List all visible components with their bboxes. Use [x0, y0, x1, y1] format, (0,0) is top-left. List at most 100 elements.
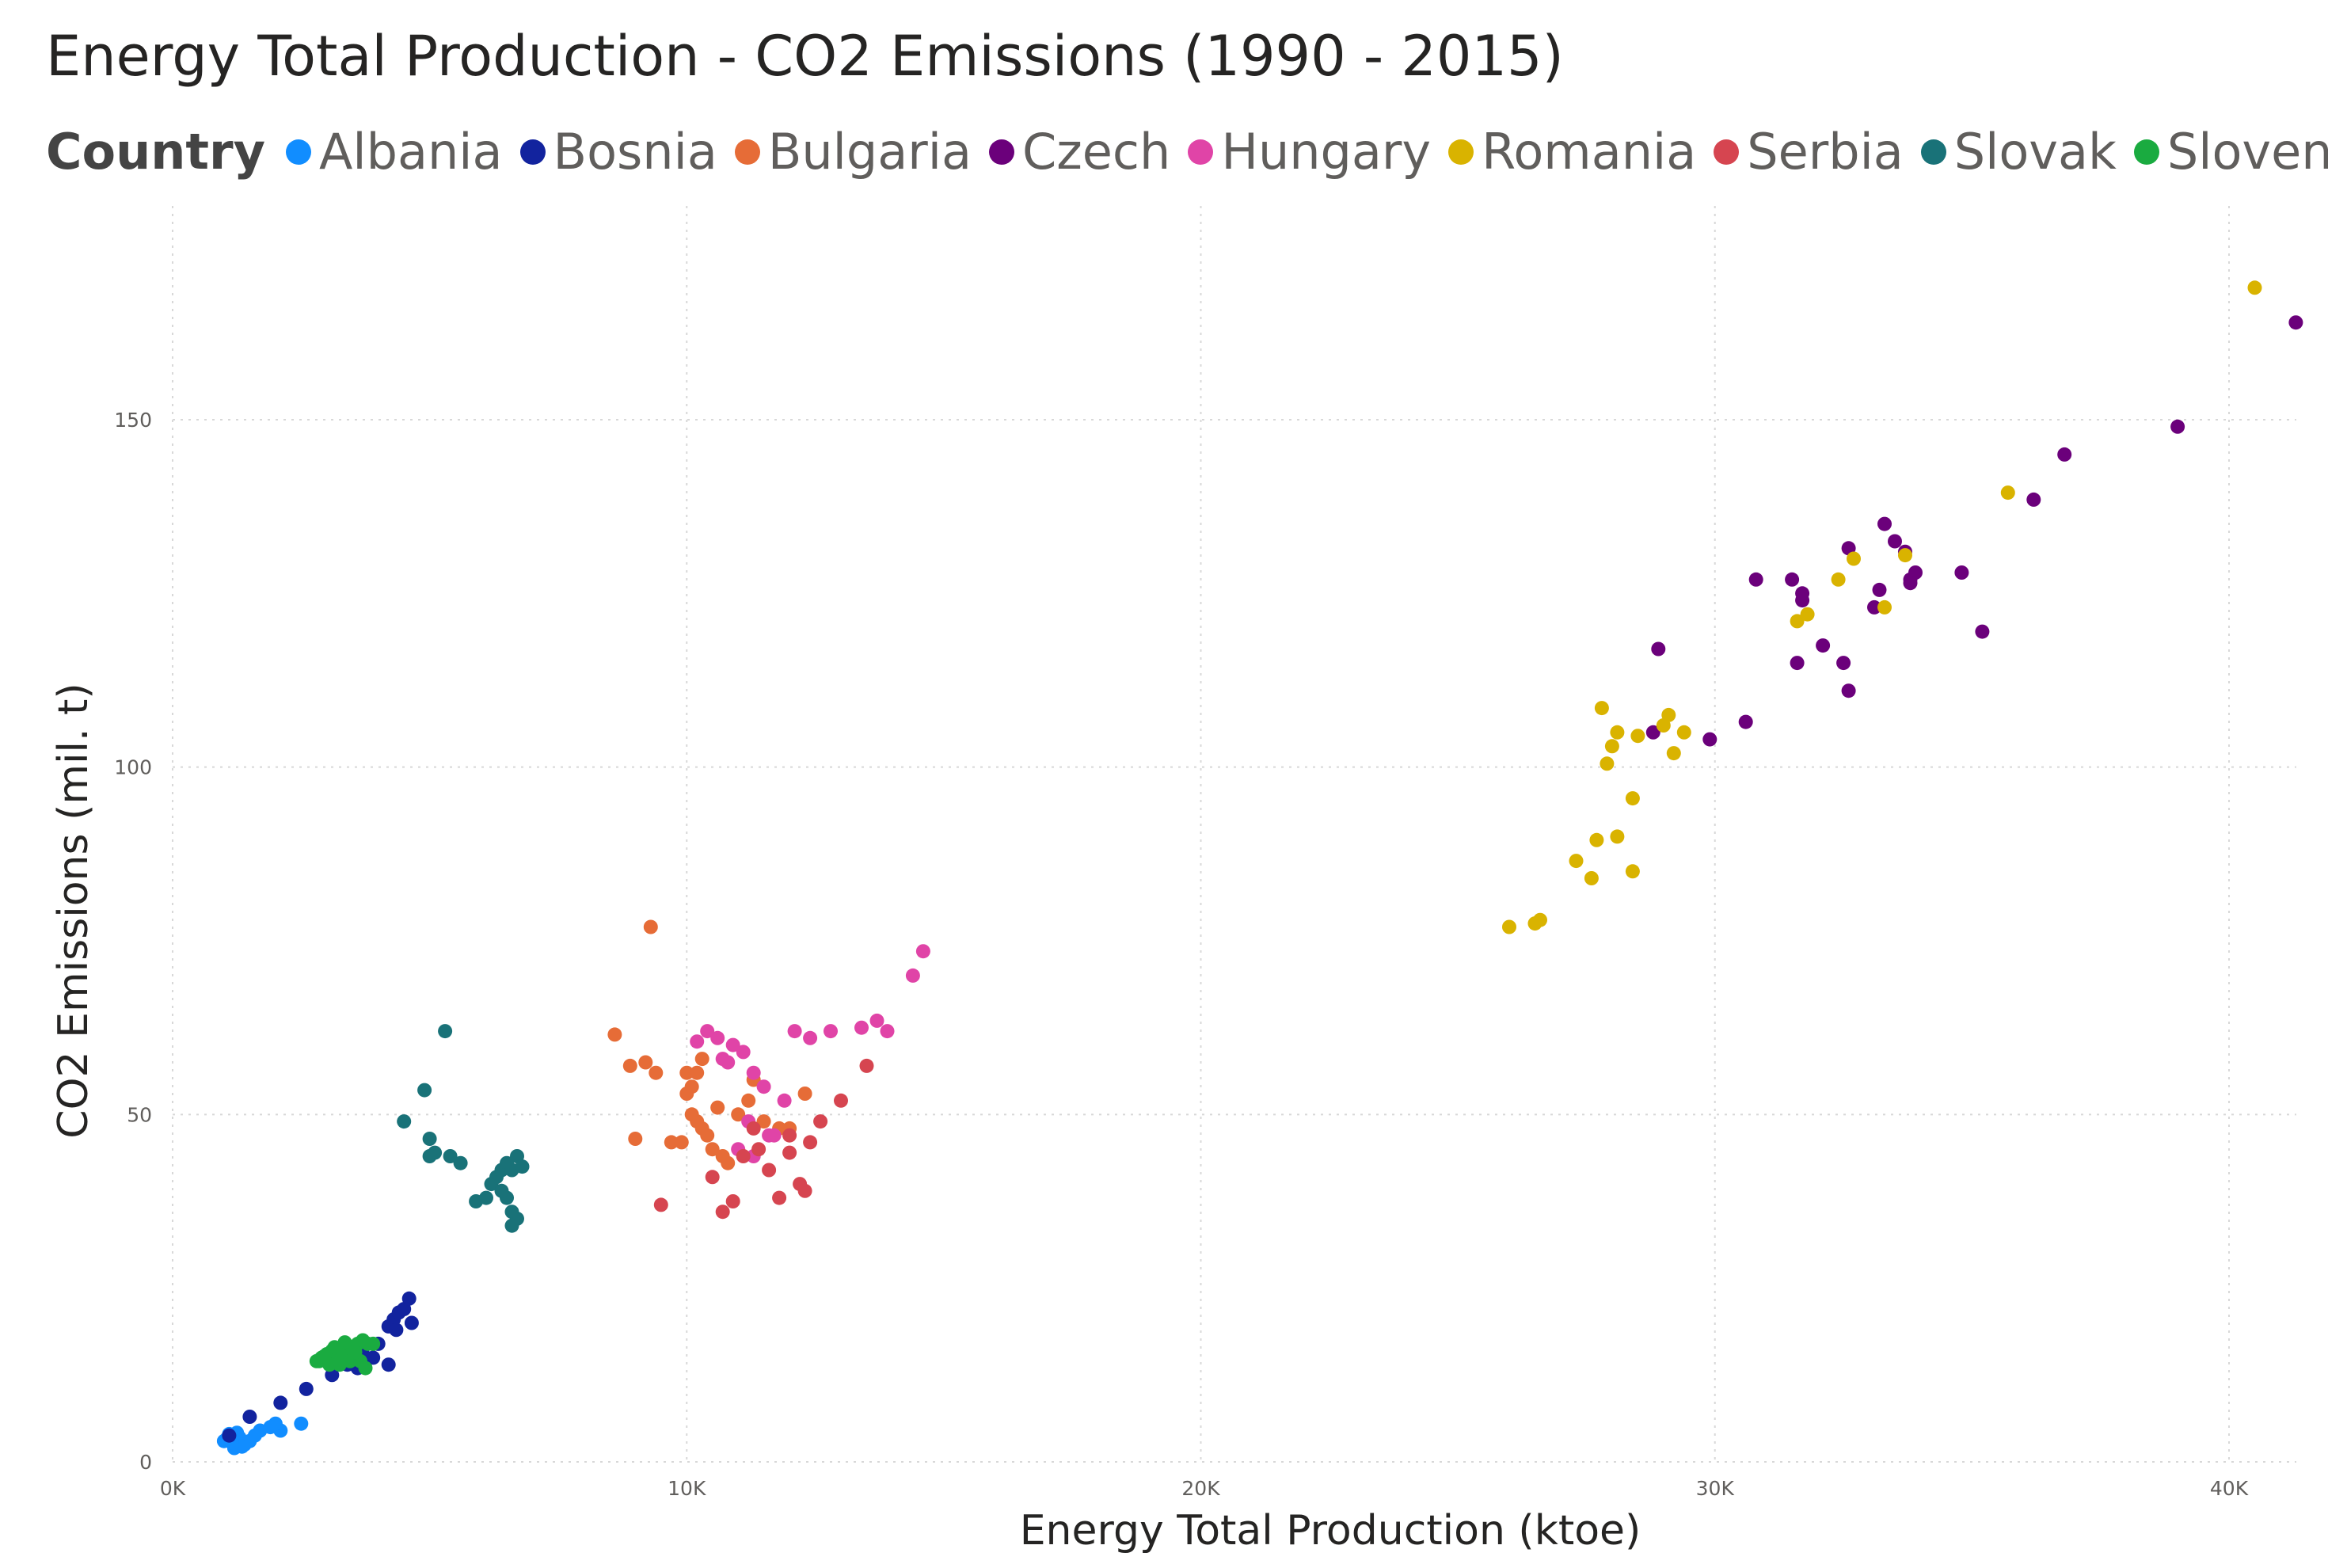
data-point[interactable] — [803, 1030, 818, 1045]
data-point[interactable] — [479, 1190, 493, 1205]
data-point[interactable] — [389, 1323, 404, 1338]
data-point[interactable] — [772, 1190, 787, 1205]
data-point[interactable] — [1836, 656, 1851, 671]
data-point[interactable] — [1594, 701, 1609, 716]
data-point[interactable] — [705, 1170, 720, 1185]
data-point[interactable] — [294, 1416, 309, 1431]
data-point[interactable] — [2170, 419, 2185, 434]
legend-item-serbia[interactable]: Serbia — [1714, 123, 1904, 181]
data-point[interactable] — [1610, 829, 1625, 844]
data-point[interactable] — [1625, 864, 1640, 879]
data-point[interactable] — [638, 1055, 653, 1070]
data-point[interactable] — [690, 1065, 705, 1080]
data-point[interactable] — [797, 1183, 812, 1198]
data-point[interactable] — [854, 1020, 869, 1035]
data-point[interactable] — [684, 1079, 699, 1094]
data-point[interactable] — [268, 1416, 283, 1431]
data-point[interactable] — [674, 1135, 689, 1150]
data-point[interactable] — [628, 1132, 643, 1146]
data-point[interactable] — [401, 1291, 417, 1306]
data-point[interactable] — [1600, 756, 1615, 771]
data-point[interactable] — [705, 1142, 720, 1157]
data-point[interactable] — [2247, 280, 2262, 295]
data-point[interactable] — [1645, 725, 1660, 740]
data-point[interactable] — [803, 1135, 818, 1150]
data-point[interactable] — [2026, 492, 2041, 507]
data-point[interactable] — [1738, 714, 1753, 729]
data-point[interactable] — [756, 1114, 771, 1129]
data-point[interactable] — [746, 1121, 761, 1136]
data-point[interactable] — [1795, 586, 1810, 601]
data-point[interactable] — [869, 1013, 884, 1028]
data-point[interactable] — [1867, 599, 1881, 615]
legend-item-hungary[interactable]: Hungary — [1188, 123, 1431, 181]
data-point[interactable] — [1604, 739, 1619, 754]
data-point[interactable] — [1790, 614, 1805, 629]
data-point[interactable] — [1888, 534, 1902, 549]
data-point[interactable] — [358, 1361, 373, 1376]
data-point[interactable] — [515, 1159, 530, 1174]
data-point[interactable] — [504, 1218, 519, 1233]
data-point[interactable] — [715, 1205, 730, 1220]
data-point[interactable] — [751, 1142, 766, 1157]
data-point[interactable] — [859, 1058, 874, 1073]
data-point[interactable] — [1610, 725, 1625, 740]
data-point[interactable] — [710, 1030, 725, 1045]
data-point[interactable] — [787, 1024, 802, 1039]
data-point[interactable] — [247, 1428, 262, 1443]
data-point[interactable] — [422, 1132, 437, 1146]
data-point[interactable] — [1816, 638, 1831, 653]
legend-item-slovak[interactable]: Slovak — [1920, 123, 2117, 181]
data-point[interactable] — [700, 1128, 715, 1143]
data-point[interactable] — [1841, 683, 1856, 698]
data-point[interactable] — [1847, 551, 1861, 566]
data-point[interactable] — [746, 1065, 761, 1080]
data-point[interactable] — [1954, 565, 1969, 580]
data-point[interactable] — [317, 1349, 332, 1364]
data-point[interactable] — [2288, 315, 2303, 330]
data-point[interactable] — [721, 1055, 736, 1070]
data-point[interactable] — [1785, 572, 1800, 587]
data-point[interactable] — [438, 1024, 453, 1039]
data-point[interactable] — [782, 1145, 797, 1160]
data-point[interactable] — [762, 1163, 777, 1178]
data-point[interactable] — [664, 1135, 679, 1150]
data-point[interactable] — [782, 1128, 797, 1143]
data-point[interactable] — [731, 1107, 746, 1122]
data-point[interactable] — [694, 1052, 709, 1067]
legend-item-slovenia[interactable]: Slovenia — [2133, 123, 2328, 181]
data-point[interactable] — [397, 1114, 412, 1129]
data-point[interactable] — [417, 1083, 432, 1098]
data-point[interactable] — [1651, 641, 1666, 657]
data-point[interactable] — [643, 919, 658, 934]
data-point[interactable] — [736, 1045, 751, 1060]
data-point[interactable] — [649, 1065, 664, 1080]
data-point[interactable] — [766, 1128, 782, 1143]
data-point[interactable] — [1625, 791, 1640, 806]
data-point[interactable] — [366, 1350, 381, 1365]
data-point[interactable] — [443, 1149, 458, 1163]
data-point[interactable] — [381, 1357, 396, 1372]
legend-item-bosnia[interactable]: Bosnia — [519, 123, 717, 181]
data-point[interactable] — [813, 1114, 828, 1129]
data-point[interactable] — [1584, 871, 1599, 885]
data-point[interactable] — [1702, 732, 1717, 747]
data-point[interactable] — [222, 1428, 237, 1443]
data-point[interactable] — [622, 1058, 637, 1073]
data-point[interactable] — [1748, 572, 1763, 587]
legend-item-bulgaria[interactable]: Bulgaria — [734, 123, 972, 181]
data-point[interactable] — [721, 1155, 736, 1170]
data-point[interactable] — [404, 1315, 419, 1330]
data-point[interactable] — [273, 1395, 288, 1410]
data-point[interactable] — [1975, 624, 1990, 639]
data-point[interactable] — [824, 1024, 838, 1039]
data-point[interactable] — [242, 1410, 257, 1424]
data-point[interactable] — [915, 944, 930, 959]
data-point[interactable] — [1676, 725, 1691, 740]
data-point[interactable] — [1877, 516, 1892, 531]
data-point[interactable] — [1872, 582, 1887, 597]
data-point[interactable] — [2057, 447, 2072, 462]
data-point[interactable] — [797, 1087, 812, 1101]
legend-item-romania[interactable]: Romania — [1448, 123, 1696, 181]
data-point[interactable] — [348, 1345, 363, 1360]
